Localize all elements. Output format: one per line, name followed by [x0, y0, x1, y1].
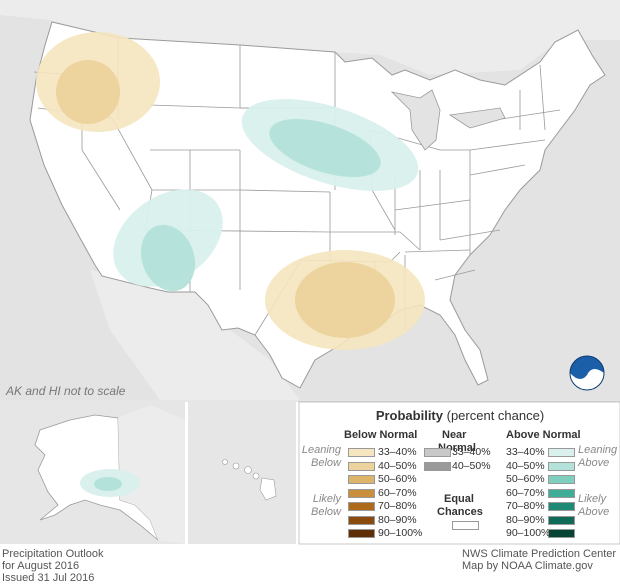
likely-below-label: Likely Below [296, 493, 341, 519]
leaning-below-label-2: Below [311, 457, 341, 469]
leaning-below-label: Leaning Below [296, 444, 341, 470]
above-normal-swatch-5 [548, 502, 575, 511]
above-normal-areas [113, 99, 419, 292]
noaa-logo [569, 355, 605, 391]
below-normal-areas [36, 32, 425, 350]
likely-above-label-2: Above [578, 506, 610, 518]
footer-source: NWS Climate Prediction Center [462, 548, 617, 560]
footer-credit: Map by NOAA Climate.gov [462, 560, 593, 572]
southwest-leaning-above-40-50 [140, 224, 196, 292]
hawaii-islands [222, 459, 277, 501]
below-normal-range-1: 33–40% [378, 446, 417, 458]
above-normal-swatch-2 [548, 461, 575, 471]
hawaii-inset-bg [188, 402, 296, 544]
legend-title-main: Probability [375, 408, 443, 423]
footer-left: Precipitation Outlook for August 2016 Is… [2, 548, 104, 584]
above-normal-range-4: 60–70% [506, 486, 545, 499]
below-normal-range-4: 60–70% [378, 486, 417, 499]
above-normal-range-6: 80–90% [506, 513, 545, 526]
below-normal-swatch-1 [348, 448, 375, 457]
above-normal-swatch-6 [548, 515, 575, 525]
above-normal-swatch-7 [548, 529, 575, 538]
northwest-leaning-below-40-50 [56, 60, 120, 124]
central-leaning-above-40-50 [269, 118, 381, 178]
likely-above-label-1: Likely [578, 493, 607, 505]
leaning-above-label-1: Leaning [578, 444, 618, 456]
leaning-below-label-1: Leaning [301, 444, 341, 456]
legend-title: Probability (percent chance) [300, 408, 620, 423]
above-normal-range-1: 33–40% [506, 446, 545, 458]
near-normal-range-2: 40–50% [452, 459, 491, 472]
leaning-above-label: Leaning Above [578, 444, 618, 470]
scale-note: AK and HI not to scale [6, 384, 126, 398]
footer-title: Precipitation Outlook [2, 548, 104, 560]
equal-chances-label-1: Equal [444, 493, 474, 505]
likely-below-label-1: Likely [312, 493, 341, 505]
canada-area [0, 0, 620, 75]
leaning-above-label-2: Above [578, 457, 610, 469]
footer-issued: Issued 31 Jul 2016 [2, 572, 95, 584]
lake-erie-ontario [448, 107, 506, 129]
below-normal-range-7: 90–100% [378, 527, 423, 539]
near-normal-swatch-1 [424, 448, 451, 457]
alaska-leaning-above-40-50 [94, 477, 122, 491]
below-normal-swatch-7 [348, 529, 375, 538]
below-normal-range-2: 40–50% [378, 459, 417, 472]
below-normal-range-5: 70–80% [378, 500, 417, 512]
likely-below-label-2: Below [311, 506, 341, 518]
canada-inset [118, 405, 185, 544]
footer-period: for August 2016 [2, 560, 80, 572]
below-normal-swatch-2 [348, 461, 375, 471]
above-normal-swatch-4 [548, 488, 575, 498]
near-normal-swatch-2 [424, 461, 451, 471]
above-normal-range-7: 90–100% [506, 527, 551, 539]
great-lakes [390, 89, 441, 151]
equal-chances-label-2: Chances [437, 506, 483, 518]
legend-title-sub: (percent chance) [446, 408, 545, 423]
south-leaning-below-40-50 [295, 262, 395, 338]
below-normal-range-6: 80–90% [378, 513, 417, 526]
below-normal-range-3: 50–60% [378, 473, 417, 485]
mexico-area [90, 270, 300, 400]
below-normal-header: Below Normal [344, 429, 418, 441]
above-normal-range-2: 40–50% [506, 459, 545, 472]
above-normal-range-5: 70–80% [506, 500, 545, 512]
likely-above-label: Likely Above [578, 493, 618, 519]
below-normal-swatch-6 [348, 515, 375, 525]
near-normal-range-1: 33–40% [452, 446, 491, 458]
below-normal-swatch-5 [348, 502, 375, 511]
equal-chances-swatch [452, 521, 479, 530]
near-normal-header-1: Near [442, 429, 467, 441]
above-normal-header: Above Normal [506, 429, 581, 441]
above-normal-range-3: 50–60% [506, 473, 545, 485]
footer-right: NWS Climate Prediction Center Map by NOA… [462, 548, 616, 572]
below-normal-swatch-4 [348, 488, 375, 498]
above-normal-swatch-3 [548, 475, 575, 484]
above-normal-swatch-1 [548, 448, 575, 457]
below-normal-swatch-3 [348, 475, 375, 484]
